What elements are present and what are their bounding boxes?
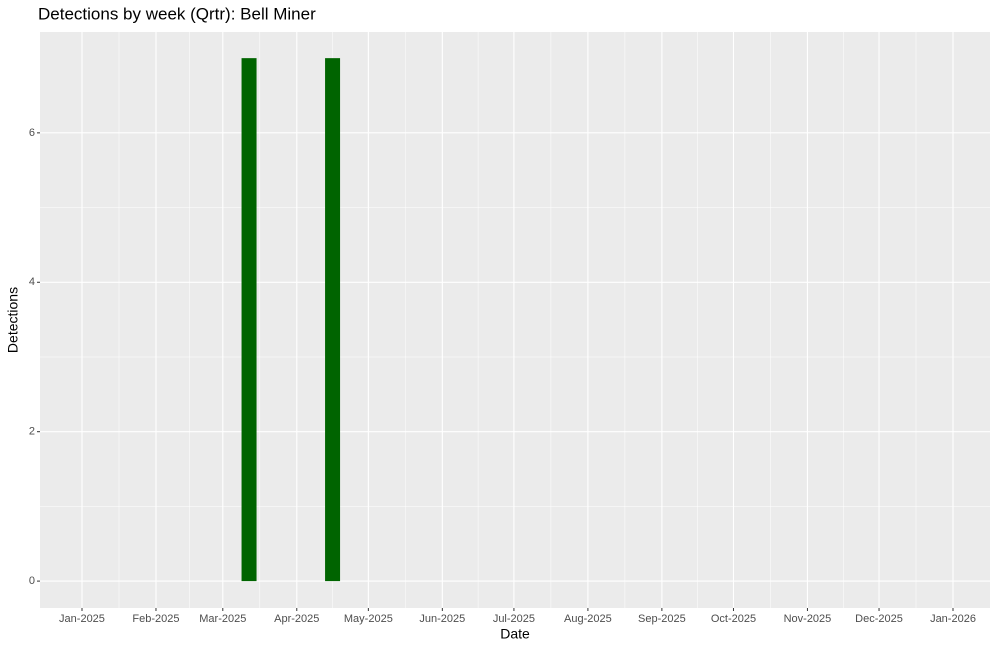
bar	[241, 58, 257, 582]
x-tick-label: May-2025	[344, 613, 393, 625]
x-tick-label: Oct-2025	[711, 613, 756, 625]
bar	[325, 58, 341, 582]
x-axis-label: Date	[500, 626, 530, 642]
x-tick-label: Apr-2025	[274, 613, 319, 625]
x-tick-label: Dec-2025	[855, 613, 903, 625]
x-tick-label: Jun-2025	[419, 613, 465, 625]
x-tick-label: Feb-2025	[132, 613, 179, 625]
y-tick-label: 0	[29, 575, 35, 587]
y-axis-label: Detections	[5, 287, 21, 353]
y-tick-label: 6	[29, 127, 35, 139]
chart-title: Detections by week (Qrtr): Bell Miner	[38, 4, 316, 23]
x-tick-label: Nov-2025	[784, 613, 832, 625]
panel	[40, 32, 990, 608]
x-tick-label: Sep-2025	[638, 613, 686, 625]
y-tick-label: 4	[29, 276, 35, 288]
x-tick-label: Jul-2025	[493, 613, 535, 625]
x-tick-label: Mar-2025	[199, 613, 246, 625]
x-tick-label: Jan-2025	[59, 613, 105, 625]
x-tick-label: Jan-2026	[930, 613, 976, 625]
x-tick-label: Aug-2025	[564, 613, 612, 625]
y-tick-label: 2	[29, 426, 35, 438]
